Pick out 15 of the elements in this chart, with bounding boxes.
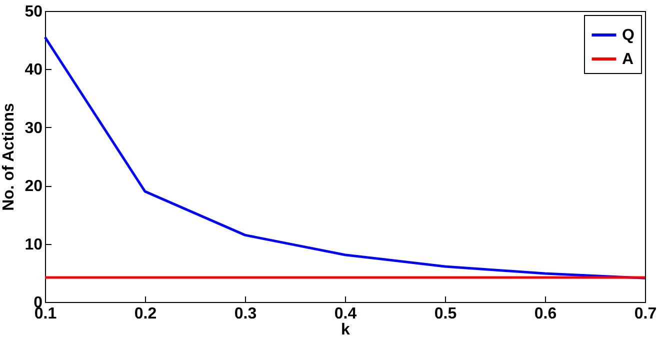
- y-tick-label: 50: [24, 4, 43, 20]
- legend-label: A: [622, 51, 634, 68]
- y-tick-label: 20: [24, 178, 43, 196]
- x-tick-label: 0.5: [434, 306, 457, 322]
- y-tick-label: 10: [24, 236, 43, 254]
- y-tick-label: 40: [24, 62, 43, 79]
- y-tick-label: 30: [24, 120, 43, 137]
- legend-label: Q: [622, 27, 634, 44]
- x-axis-title: k: [341, 322, 350, 338]
- x-tick-label: 0.4: [334, 306, 357, 322]
- x-tick-label: 0.3: [234, 306, 257, 322]
- x-tick-label: 0.2: [134, 306, 157, 322]
- y-axis-title: No. of Actions: [0, 102, 18, 211]
- x-tick-label: 0.7: [634, 306, 657, 322]
- x-tick-label: 0.6: [534, 306, 557, 322]
